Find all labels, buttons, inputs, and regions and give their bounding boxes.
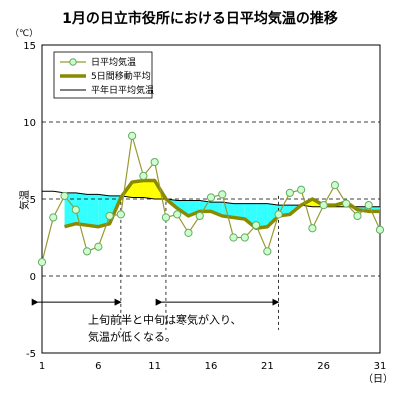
x-tick-label: 11 — [148, 361, 161, 372]
daily-temperature-point — [116, 210, 125, 219]
y-tick-label: 0 — [30, 272, 36, 283]
deviation-fill — [87, 194, 99, 227]
y-tick-label: 5 — [30, 195, 36, 206]
x-unit-label: （日） — [363, 373, 393, 385]
daily-temperature-point — [173, 210, 182, 219]
daily-temperature-point — [82, 247, 92, 256]
daily-temperature-point — [308, 224, 317, 233]
x-tick-label: 16 — [205, 361, 218, 372]
annotation-line-2: 気温が低くなる。 — [88, 330, 176, 344]
deviation-fill — [64, 192, 76, 227]
daily-temperature-point — [285, 188, 294, 197]
deviation-fill — [143, 180, 155, 199]
daily-temperature-point — [105, 211, 114, 221]
daily-temperature-point — [195, 211, 204, 221]
x-tick-label: 31 — [374, 361, 387, 372]
y-tick-label: 10 — [23, 118, 36, 129]
legend-label-daily: 日平均気温 — [91, 56, 136, 68]
deviation-fill — [267, 203, 279, 227]
legend-marker-daily — [69, 58, 77, 66]
daily-temperature-point — [229, 233, 238, 242]
deviation-fill — [132, 180, 144, 198]
daily-temperature-point — [251, 221, 261, 230]
x-tick-label: 21 — [261, 361, 274, 372]
daily-temperature-point — [319, 201, 328, 210]
daily-temperature-point — [206, 193, 216, 202]
daily-temperature-point — [364, 201, 373, 210]
x-tick-label: 6 — [95, 361, 101, 372]
daily-temperature-point — [263, 247, 272, 256]
daily-temperature-point — [71, 205, 80, 214]
daily-temperature-point — [184, 228, 193, 237]
x-tick-label: 1 — [39, 361, 45, 372]
deviation-fill — [256, 203, 268, 229]
daily-temperature-point — [375, 225, 385, 234]
daily-temperature-point — [240, 233, 249, 242]
annotation-line-1: 上旬前半と中旬は寒気が入り、 — [88, 313, 242, 327]
daily-temperature-point — [150, 157, 159, 167]
daily-temperature-point — [161, 213, 171, 222]
deviation-fill — [244, 203, 257, 229]
y-tick-label: -5 — [26, 349, 36, 360]
y-axis-label: 気温 — [18, 190, 31, 210]
daily-temperature-point — [94, 242, 103, 251]
daily-temperature-point — [297, 185, 306, 194]
daily-temperature-point — [37, 258, 47, 267]
daily-temperature-point — [274, 210, 283, 219]
y-tick-label: 15 — [23, 41, 36, 52]
chart-title: 1月の日立市役所における日平均気温の推移 — [62, 10, 338, 27]
daily-temperature-point — [353, 211, 362, 221]
daily-temperature-point — [330, 181, 340, 190]
deviation-fill — [75, 192, 88, 226]
daily-temperature-point — [49, 213, 58, 222]
legend-label-moving-average: 5日間移動平均 — [91, 70, 151, 82]
x-tick-label: 26 — [317, 361, 330, 372]
daily-temperature-point — [139, 171, 148, 180]
legend-label-normal: 平年日平均気温 — [91, 84, 154, 96]
daily-temperature-point — [60, 191, 69, 201]
y-unit-label: （℃） — [10, 28, 38, 39]
daily-temperature-point — [342, 199, 351, 208]
deviation-fill — [233, 203, 245, 220]
daily-temperature-point — [128, 131, 137, 140]
daily-temperature-point — [218, 190, 227, 199]
